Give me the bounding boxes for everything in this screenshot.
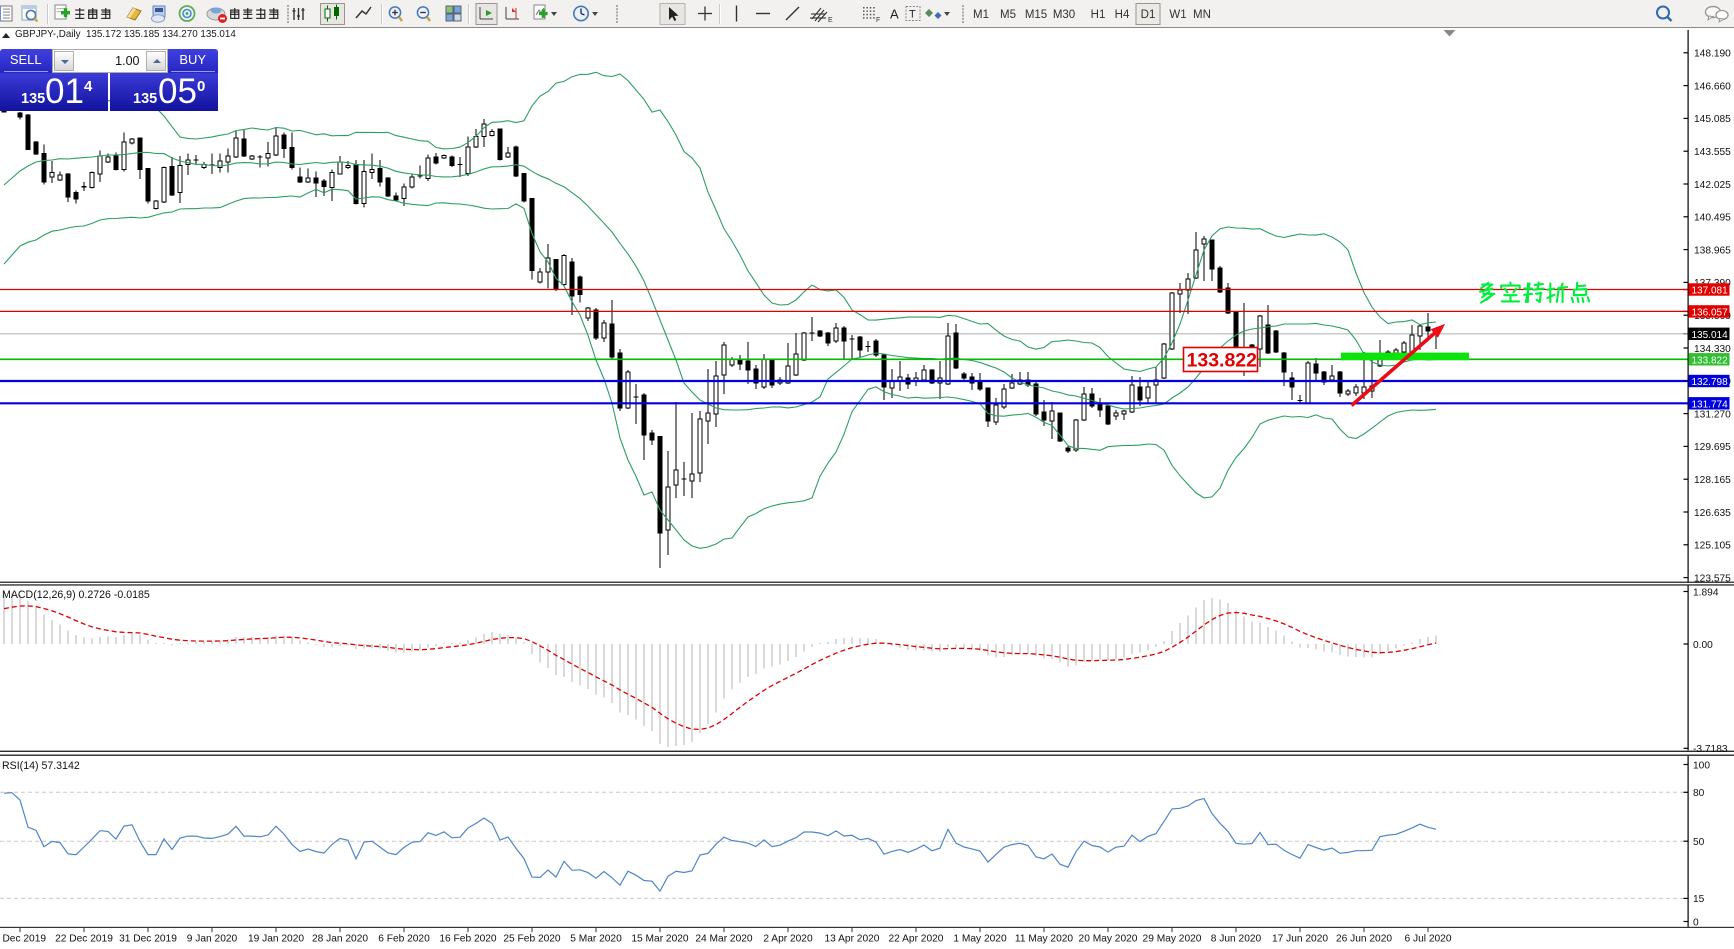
svg-text:138.965: 138.965: [1694, 245, 1731, 256]
svg-text:MACD(12,26,9) 0.2726 -0.0185: MACD(12,26,9) 0.2726 -0.0185: [2, 589, 150, 601]
svg-text:M15: M15: [1025, 9, 1047, 21]
svg-text:T: T: [909, 9, 916, 21]
svg-text:28 Jan 2020: 28 Jan 2020: [312, 934, 368, 945]
svg-text:137.081: 137.081: [1692, 286, 1729, 297]
svg-text:24 Mar 2020: 24 Mar 2020: [695, 934, 753, 945]
svg-text:50: 50: [1693, 837, 1705, 848]
svg-text:11 May 2020: 11 May 2020: [1015, 934, 1073, 945]
svg-text:H1: H1: [1091, 9, 1106, 21]
svg-text:5 Mar 2020: 5 Mar 2020: [570, 934, 622, 945]
svg-text:131.270: 131.270: [1694, 409, 1731, 420]
svg-text:8 Jun 2020: 8 Jun 2020: [1211, 934, 1262, 945]
svg-text:134.330: 134.330: [1694, 344, 1731, 355]
svg-text:22 Dec 2019: 22 Dec 2019: [55, 934, 113, 945]
svg-text:H4: H4: [1115, 9, 1130, 21]
svg-text:M1: M1: [973, 9, 989, 21]
svg-text:9 Jan 2020: 9 Jan 2020: [187, 934, 238, 945]
svg-text:80: 80: [1693, 788, 1705, 799]
svg-text:D1: D1: [1141, 9, 1156, 21]
svg-text:0: 0: [1693, 917, 1699, 928]
svg-text:129.695: 129.695: [1694, 442, 1731, 453]
svg-text:146.660: 146.660: [1694, 81, 1731, 92]
svg-text:1.894: 1.894: [1693, 587, 1719, 598]
svg-text:17 Jun 2020: 17 Jun 2020: [1272, 934, 1328, 945]
svg-text:15: 15: [1693, 894, 1705, 905]
svg-text:F: F: [876, 17, 880, 24]
svg-text:26 Jun 2020: 26 Jun 2020: [1336, 934, 1392, 945]
svg-text:140.495: 140.495: [1694, 213, 1731, 224]
svg-text:125.105: 125.105: [1694, 541, 1731, 552]
svg-text:M5: M5: [1000, 9, 1016, 21]
svg-text:143.555: 143.555: [1694, 147, 1731, 158]
svg-text:RSI(14) 57.3142: RSI(14) 57.3142: [2, 760, 80, 772]
svg-text:1 May 2020: 1 May 2020: [953, 934, 1007, 945]
svg-text:2 Apr 2020: 2 Apr 2020: [763, 934, 813, 945]
svg-text:A: A: [890, 7, 899, 22]
svg-text:2 Dec 2019: 2 Dec 2019: [0, 934, 46, 945]
svg-text:100: 100: [1693, 760, 1710, 771]
svg-text:142.025: 142.025: [1694, 180, 1731, 191]
svg-text:6 Jul 2020: 6 Jul 2020: [1404, 934, 1451, 945]
svg-text:126.635: 126.635: [1694, 508, 1731, 519]
svg-text:29 May 2020: 29 May 2020: [1143, 934, 1202, 945]
svg-text:20 May 2020: 20 May 2020: [1079, 934, 1138, 945]
svg-text:M30: M30: [1053, 9, 1075, 21]
svg-text:128.165: 128.165: [1694, 475, 1731, 486]
svg-text:132.798: 132.798: [1692, 377, 1729, 388]
svg-text:6 Feb 2020: 6 Feb 2020: [378, 934, 430, 945]
svg-text:-3.7183: -3.7183: [1693, 744, 1728, 755]
svg-text:133.822: 133.822: [1187, 350, 1258, 372]
svg-text:148.190: 148.190: [1694, 49, 1731, 60]
svg-text:133.822: 133.822: [1692, 355, 1729, 366]
svg-text:123.575: 123.575: [1694, 573, 1731, 584]
svg-text:135.014: 135.014: [1692, 330, 1729, 341]
svg-text:15 Mar 2020: 15 Mar 2020: [631, 934, 689, 945]
svg-text:136.057: 136.057: [1692, 307, 1729, 318]
svg-text:E: E: [828, 17, 833, 24]
svg-text:31 Dec 2019: 31 Dec 2019: [119, 934, 177, 945]
svg-text:19 Jan 2020: 19 Jan 2020: [248, 934, 304, 945]
svg-text:MN: MN: [1193, 9, 1211, 21]
svg-text:0.00: 0.00: [1693, 640, 1713, 651]
svg-text:131.774: 131.774: [1692, 399, 1729, 410]
svg-text:W1: W1: [1169, 9, 1186, 21]
svg-text:145.085: 145.085: [1694, 114, 1731, 125]
svg-text:22 Apr 2020: 22 Apr 2020: [889, 934, 944, 945]
svg-text:16 Feb 2020: 16 Feb 2020: [439, 934, 497, 945]
svg-text:25 Feb 2020: 25 Feb 2020: [503, 934, 561, 945]
svg-text:13 Apr 2020: 13 Apr 2020: [825, 934, 880, 945]
